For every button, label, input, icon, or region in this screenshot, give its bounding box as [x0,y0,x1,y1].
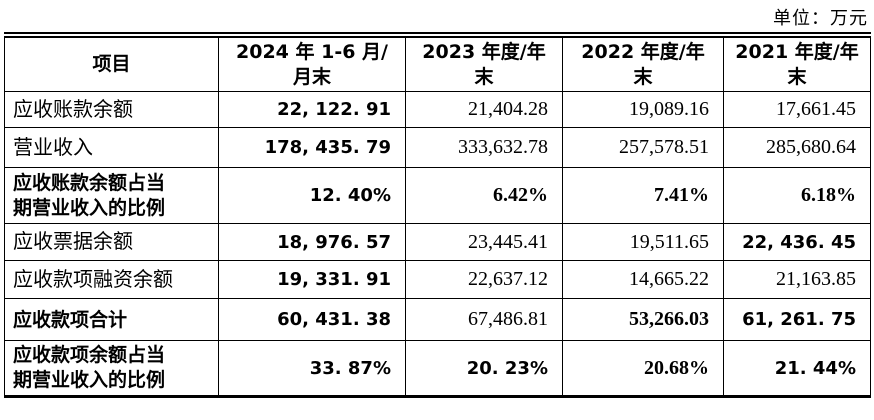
value-cell: 33. 87% [218,340,406,397]
table-row: 应收款项融资余额 19, 331. 91 22,637.12 14,665.22… [4,260,871,300]
value-cell: 18, 976. 57 [218,223,406,262]
column-header-2021: 2021 年度/年 末 [723,34,871,93]
value-cell: 22,637.12 [405,260,563,300]
table-row: 应收账款余额 22, 122. 91 21,404.28 19,089.16 1… [4,91,871,129]
value-cell: 257,578.51 [562,127,724,169]
value-cell: 19, 331. 91 [218,260,406,300]
receivables-table: 项目 2024 年 1-6 月/ 月末 2023 年度/年 末 2022 年度/… [4,32,871,398]
table-row: 应收款项合计 60, 431. 38 67,486.81 53,266.03 6… [4,298,871,342]
value-cell: 20. 23% [405,340,563,397]
value-cell: 23,445.41 [405,223,563,262]
row-label: 应收款项合计 [4,298,219,342]
value-cell: 12. 40% [218,167,406,225]
value-cell: 21,163.85 [723,260,871,300]
table-header-row: 项目 2024 年 1-6 月/ 月末 2023 年度/年 末 2022 年度/… [4,34,871,93]
row-label: 应收款项融资余额 [4,260,219,300]
value-cell: 22, 122. 91 [218,91,406,129]
column-header-item: 项目 [4,34,219,93]
value-cell: 19,511.65 [562,223,724,262]
value-cell: 178, 435. 79 [218,127,406,169]
column-header-2024: 2024 年 1-6 月/ 月末 [218,34,406,93]
value-cell: 14,665.22 [562,260,724,300]
value-cell: 22, 436. 45 [723,223,871,262]
table-row: 应收款项余额占当 期营业收入的比例 33. 87% 20. 23% 20.68%… [4,340,871,397]
row-label: 应收款项余额占当 期营业收入的比例 [4,340,219,397]
value-cell: 60, 431. 38 [218,298,406,342]
row-label: 应收账款余额 [4,91,219,129]
unit-label: 单位：万元 [773,8,868,28]
value-cell: 21,404.28 [405,91,563,129]
table-row: 营业收入 178, 435. 79 333,632.78 257,578.51 … [4,127,871,169]
value-cell: 7.41% [562,167,724,225]
value-cell: 285,680.64 [723,127,871,169]
value-cell: 19,089.16 [562,91,724,129]
value-cell: 61, 261. 75 [723,298,871,342]
table-row: 应收账款余额占当 期营业收入的比例 12. 40% 6.42% 7.41% 6.… [4,167,871,225]
value-cell: 20.68% [562,340,724,397]
column-header-2022: 2022 年度/年 末 [562,34,724,93]
value-cell: 21. 44% [723,340,871,397]
row-label: 应收票据余额 [4,223,219,262]
value-cell: 6.42% [405,167,563,225]
table-row: 应收票据余额 18, 976. 57 23,445.41 19,511.65 2… [4,223,871,262]
column-header-2023: 2023 年度/年 末 [405,34,563,93]
value-cell: 67,486.81 [405,298,563,342]
row-label: 营业收入 [4,127,219,169]
value-cell: 333,632.78 [405,127,563,169]
row-label: 应收账款余额占当 期营业收入的比例 [4,167,219,225]
value-cell: 53,266.03 [562,298,724,342]
value-cell: 6.18% [723,167,871,225]
value-cell: 17,661.45 [723,91,871,129]
